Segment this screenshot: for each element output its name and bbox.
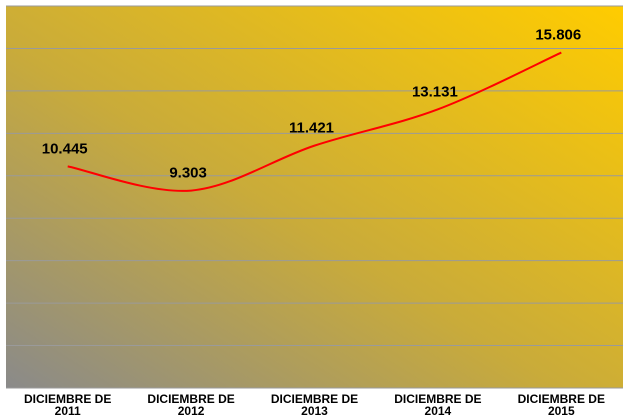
x-tick-label: DICIEMBRE DE 2013 bbox=[270, 392, 359, 418]
data-label: 10.445 bbox=[42, 140, 88, 157]
data-label: 13.131 bbox=[412, 83, 458, 100]
x-tick-label: DICIEMBRE DE 2012 bbox=[147, 392, 235, 418]
line bbox=[67, 51, 562, 192]
data-label: 15.806 bbox=[535, 27, 581, 44]
x-tick-label: DICIEMBRE DE 2011 bbox=[24, 392, 112, 418]
x-tick-label: DICIEMBRE DE 2014 bbox=[394, 392, 482, 418]
plot-background bbox=[6, 6, 623, 388]
data-label: 9.303 bbox=[169, 165, 207, 182]
data-label: 11.421 bbox=[289, 120, 334, 137]
x-tick-label: DICIEMBRE DE 2015 bbox=[517, 392, 605, 418]
